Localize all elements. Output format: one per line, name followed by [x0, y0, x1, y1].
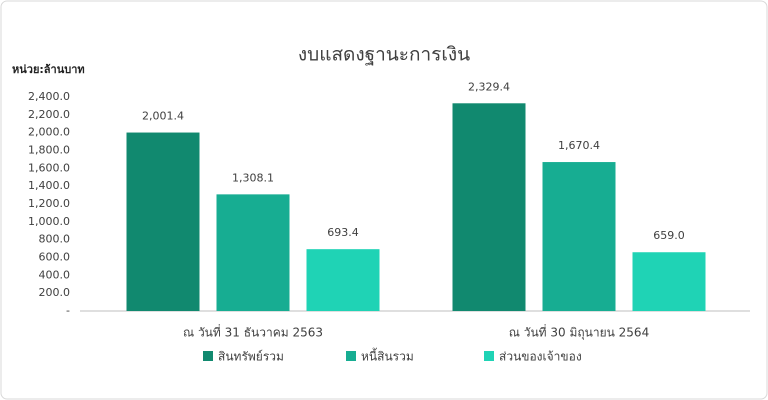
legend-swatch — [203, 351, 213, 361]
y-tick-label: 600.0 — [39, 251, 71, 264]
legend-swatch — [346, 351, 356, 361]
y-tick-label: 2,200.0 — [28, 108, 70, 121]
data-label: 1,308.1 — [232, 171, 274, 184]
y-tick-label: 1,800.0 — [28, 144, 70, 157]
y-tick-label: - — [66, 304, 70, 317]
data-label: 2,001.4 — [142, 110, 184, 123]
bar — [126, 132, 200, 311]
legend-label: ส่วนของเจ้าของ — [499, 350, 582, 364]
y-tick-label: 2,000.0 — [28, 126, 70, 139]
x-tick-label: ณ วันที่ 30 มิถุนายน 2564 — [509, 324, 649, 341]
y-tick-label: 1,600.0 — [28, 161, 70, 174]
y-tick-label: 1,400.0 — [28, 179, 70, 192]
y-axis-label: หน่วย:ล้านบาท — [12, 63, 85, 76]
legend-label: หนี้สินรวม — [361, 348, 414, 364]
legend-label: สินทรัพย์รวม — [218, 350, 284, 364]
legend-swatch — [484, 351, 494, 361]
y-tick-label: 2,400.0 — [28, 90, 70, 103]
y-tick-label: 200.0 — [39, 286, 71, 299]
y-tick-label: 400.0 — [39, 268, 71, 281]
bar — [216, 194, 290, 311]
y-tick-label: 1,200.0 — [28, 197, 70, 210]
y-tick-label: 800.0 — [39, 233, 71, 246]
data-label: 659.0 — [653, 229, 685, 242]
chart-title: งบแสดงฐานะการเงิน — [298, 44, 470, 66]
data-label: 1,670.4 — [558, 139, 600, 152]
y-tick-label: 1,000.0 — [28, 215, 70, 228]
bar — [306, 249, 380, 311]
bar — [632, 252, 706, 311]
x-tick-label: ณ วันที่ 31 ธันวาคม 2563 — [183, 324, 323, 340]
data-label: 693.4 — [327, 226, 359, 239]
bar — [542, 162, 616, 311]
bar — [452, 103, 526, 311]
data-label: 2,329.4 — [468, 80, 510, 93]
